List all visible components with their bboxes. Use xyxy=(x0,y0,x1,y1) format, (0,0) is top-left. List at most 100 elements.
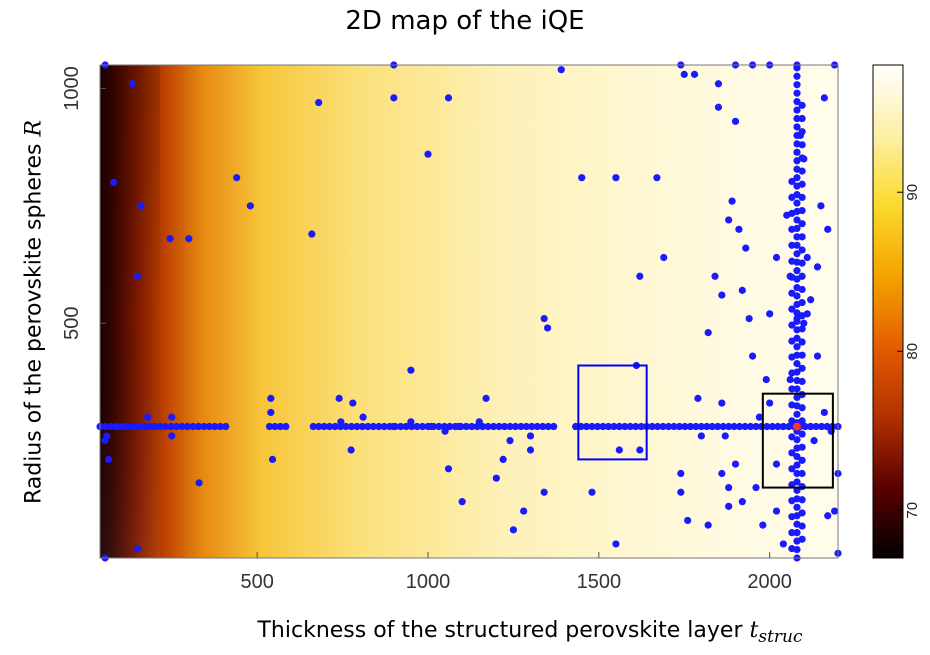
scatter-point xyxy=(759,521,767,529)
scatter-point xyxy=(582,422,591,431)
scatter-point xyxy=(711,272,719,280)
scatter-point xyxy=(276,422,284,431)
scatter-point xyxy=(798,180,806,188)
scatter-point xyxy=(162,422,170,431)
scatter-point xyxy=(731,460,740,468)
scatter-point xyxy=(353,422,361,431)
scatter-point xyxy=(793,174,801,182)
scatter-point xyxy=(271,422,279,431)
scatter-point xyxy=(798,469,806,478)
x-axis-label-text: Thickness of the structured perovskite l… xyxy=(257,618,750,643)
scatter-point xyxy=(730,422,738,431)
scatter-point xyxy=(386,422,394,431)
scatter-point xyxy=(364,422,372,431)
scatter-point xyxy=(788,513,796,521)
scatter-point xyxy=(793,123,801,131)
scatter-point xyxy=(798,312,806,320)
scatter-point xyxy=(798,338,806,346)
scatter-point xyxy=(788,337,796,345)
scatter-point xyxy=(612,174,620,182)
scatter-point xyxy=(793,233,801,241)
scatter-point xyxy=(788,481,796,489)
scatter-point xyxy=(793,529,801,537)
scatter-point xyxy=(798,404,806,412)
scatter-point xyxy=(268,455,277,463)
scatter-point xyxy=(788,177,796,186)
scatter-point xyxy=(725,216,733,224)
scatter-point xyxy=(440,422,448,431)
scatter-point xyxy=(793,106,801,114)
scatter-point xyxy=(101,422,110,431)
scatter-point xyxy=(612,540,620,548)
scatter-point xyxy=(670,422,678,431)
scatter-point xyxy=(107,422,115,431)
scatter-point xyxy=(793,267,801,275)
scatter-point xyxy=(506,437,514,445)
scatter-point xyxy=(267,394,275,402)
scatter-point xyxy=(347,422,356,431)
scatter-point xyxy=(793,98,801,106)
scatter-point xyxy=(798,509,806,517)
scatter-point xyxy=(798,351,806,359)
scatter-point xyxy=(282,422,290,431)
scatter-point xyxy=(748,352,757,360)
scatter-point xyxy=(793,199,801,207)
scatter-point xyxy=(793,89,801,97)
scatter-point xyxy=(331,422,339,431)
scatter-point xyxy=(151,422,159,431)
scatter-point xyxy=(490,422,498,431)
scatter-point xyxy=(166,235,174,243)
scatter-point xyxy=(626,422,634,431)
scatter-point xyxy=(801,422,809,431)
scatter-point xyxy=(785,422,793,431)
scatter-point xyxy=(704,329,712,337)
scatter-point xyxy=(752,483,760,492)
scatter-point xyxy=(694,394,702,402)
scatter-point xyxy=(539,422,547,431)
scatter-point xyxy=(444,465,453,473)
scatter-point xyxy=(788,305,796,313)
scatter-point xyxy=(798,101,806,109)
scatter-point xyxy=(820,408,828,417)
scatter-point xyxy=(506,422,514,431)
scatter-point xyxy=(543,324,552,332)
scatter-point xyxy=(544,422,552,431)
scatter-point xyxy=(408,422,416,431)
scatter-point xyxy=(588,422,596,431)
scatter-point xyxy=(725,422,733,431)
scatter-point xyxy=(798,298,806,307)
scatter-point xyxy=(788,353,796,361)
plot-frame xyxy=(99,64,839,559)
scatter-point xyxy=(444,94,453,102)
scatter-point xyxy=(681,422,689,431)
scatter-point xyxy=(402,422,410,431)
scatter-point xyxy=(772,253,781,262)
scatter-point xyxy=(391,422,399,431)
scatter-point xyxy=(697,432,705,440)
scatter-point xyxy=(798,417,806,425)
scatter-point xyxy=(457,422,465,431)
scatter-point xyxy=(533,422,541,431)
scatter-point xyxy=(686,422,695,431)
scatter-point xyxy=(793,241,801,249)
scatter-point xyxy=(746,422,755,431)
scatter-point xyxy=(194,422,202,431)
scatter-point xyxy=(803,253,811,262)
scatter-point xyxy=(721,432,729,440)
scatter-point xyxy=(772,460,781,468)
scatter-point xyxy=(144,413,152,421)
scatter-point xyxy=(798,154,806,162)
scatter-point xyxy=(677,488,685,496)
scatter-point xyxy=(462,422,470,431)
heatmap-edge-shading xyxy=(100,65,160,558)
scatter-point xyxy=(798,325,806,333)
scatter-point xyxy=(807,296,815,304)
scatter-point xyxy=(736,422,744,431)
scatter-point xyxy=(798,114,806,123)
x-axis-label-subscript: struc xyxy=(758,627,803,647)
scatter-point xyxy=(342,422,350,431)
x-axis-label-variable: t xyxy=(749,618,759,643)
scatter-point xyxy=(653,174,661,182)
scatter-point xyxy=(793,216,801,224)
